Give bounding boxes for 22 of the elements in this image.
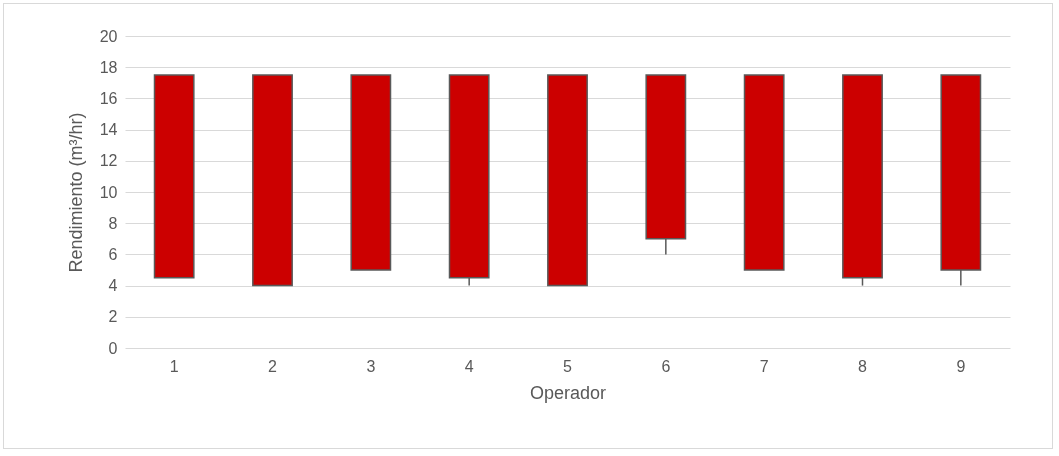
y-tick-label: 2 (108, 308, 118, 326)
y-tick-label: 18 (99, 58, 118, 76)
x-tick-label: 2 (268, 357, 278, 375)
y-tick-label: 14 (99, 121, 118, 139)
y-tick-label: 8 (108, 214, 118, 232)
x-tick-label: 8 (858, 357, 868, 375)
y-tick-label: 12 (99, 152, 118, 170)
x-axis-title: Operador (529, 382, 607, 403)
x-tick-label: 5 (563, 357, 573, 375)
y-tick-label: 16 (99, 89, 118, 107)
y-tick-label: 10 (99, 183, 118, 201)
y-tick-label: 6 (108, 245, 118, 263)
x-tick-label: 9 (956, 357, 966, 375)
y-tick-label: 20 (99, 27, 118, 45)
x-tick-label: 7 (759, 357, 769, 375)
x-tick-label: 3 (366, 357, 376, 375)
x-tick-label: 6 (661, 357, 671, 375)
x-tick-label: 4 (464, 357, 474, 375)
y-tick-label: 0 (108, 339, 118, 357)
x-tick-label: 1 (169, 357, 179, 375)
y-axis-title: Rendimiento (m³/hr) (65, 112, 86, 273)
y-tick-label: 4 (108, 277, 118, 295)
